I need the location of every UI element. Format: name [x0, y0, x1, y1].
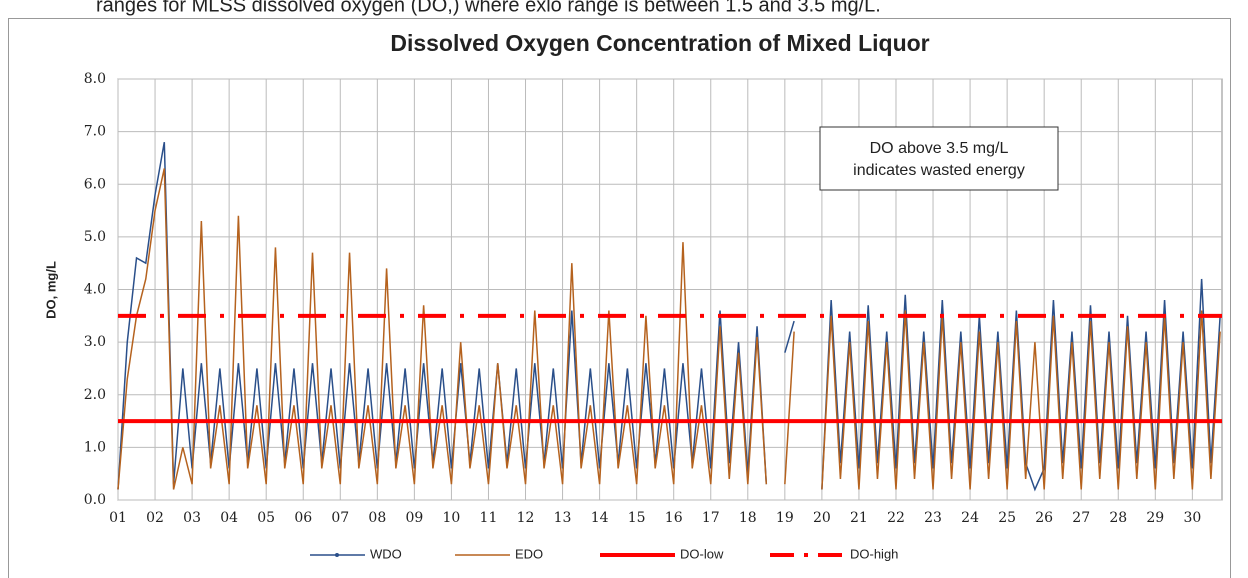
legend-marker: [335, 553, 339, 557]
x-tick-label: 12: [517, 510, 535, 526]
annotation-text: DO above 3.5 mg/L: [870, 140, 1009, 157]
x-tick-label: 23: [924, 510, 942, 526]
x-tick-label: 22: [887, 510, 905, 526]
x-tick-label: 20: [813, 510, 831, 526]
chart-title: Dissolved Oxygen Concentration of Mixed …: [390, 30, 929, 56]
x-tick-label: 24: [961, 510, 979, 526]
y-tick-label: 7.0: [84, 124, 106, 140]
series-line: [117, 168, 768, 490]
series-line: [117, 142, 768, 490]
y-tick-label: 4.0: [84, 282, 106, 298]
x-tick-label: 18: [739, 510, 757, 526]
y-tick-label: 1.0: [84, 439, 106, 455]
chart-border: [8, 18, 1231, 578]
legend-label: WDO: [370, 546, 402, 561]
x-tick-label: 16: [665, 510, 683, 526]
x-tick-label: 07: [331, 510, 349, 526]
x-tick-label: 15: [628, 510, 646, 526]
x-tick-label: 04: [220, 510, 238, 526]
annotation-box: [819, 126, 1059, 191]
x-tick-label: 06: [294, 510, 312, 526]
x-tick-label: 03: [183, 510, 201, 526]
x-tick-label: 30: [1183, 510, 1201, 526]
annotation-text: indicates wasted energy: [853, 162, 1025, 179]
x-tick-label: 21: [850, 510, 868, 526]
series-line: [784, 331, 795, 485]
y-tick-label: 3.0: [84, 334, 106, 350]
x-tick-label: 02: [146, 510, 164, 526]
legend-label: EDO: [515, 546, 543, 561]
x-tick-label: 14: [591, 510, 609, 526]
x-tick-label: 29: [1146, 510, 1164, 526]
series-line: [821, 278, 1221, 492]
y-tick-label: 8.0: [84, 71, 106, 87]
x-tick-label: 19: [776, 510, 794, 526]
x-tick-label: 13: [554, 510, 572, 526]
caption: ranges for MLSS dissolved oxygen (DO,) w…: [96, 0, 881, 16]
x-tick-label: 26: [1035, 510, 1053, 526]
x-tick-label: 09: [405, 510, 423, 526]
x-tick-label: 28: [1109, 510, 1127, 526]
y-axis-label: DO, mg/L: [43, 261, 58, 319]
x-tick-label: 05: [257, 510, 275, 526]
x-tick-label: 10: [443, 510, 461, 526]
y-tick-label: 0.0: [84, 492, 106, 508]
y-tick-label: 5.0: [84, 229, 106, 245]
x-tick-label: 27: [1072, 510, 1090, 526]
series-line: [784, 320, 795, 353]
y-tick-label: 6.0: [84, 176, 106, 192]
x-tick-label: 08: [368, 510, 386, 526]
legend-label: DO-high: [850, 546, 898, 561]
legend-label: DO-low: [680, 546, 724, 561]
series-line: [821, 310, 1221, 490]
x-tick-label: 25: [998, 510, 1016, 526]
x-tick-label: 01: [109, 510, 127, 526]
x-tick-label: 17: [702, 510, 720, 526]
x-tick-label: 11: [480, 510, 498, 526]
y-tick-label: 2.0: [84, 387, 106, 403]
